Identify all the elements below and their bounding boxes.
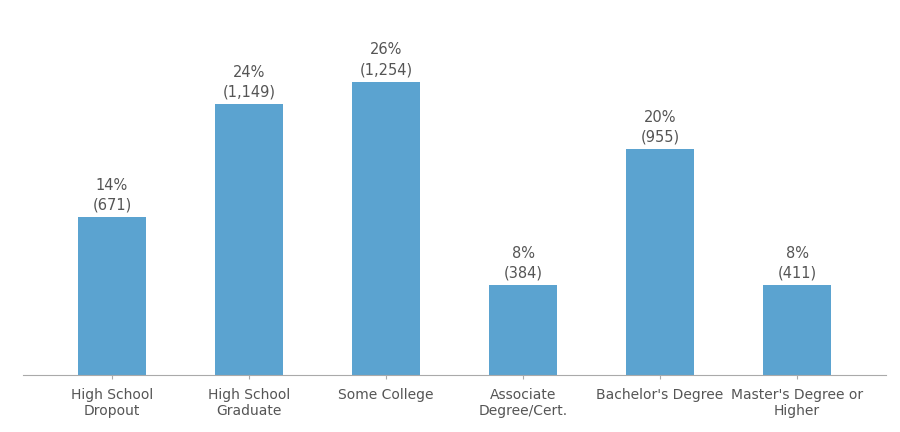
Text: 26%
(1,254): 26% (1,254)	[359, 42, 412, 77]
Bar	[77, 217, 146, 375]
Text: 8%
(411): 8% (411)	[778, 246, 816, 280]
Text: 14%
(671): 14% (671)	[93, 178, 131, 213]
Bar	[489, 285, 557, 375]
Bar	[352, 82, 420, 375]
Bar	[626, 149, 694, 375]
Text: 20%
(955): 20% (955)	[641, 110, 680, 145]
Bar	[215, 104, 284, 375]
Text: 24%
(1,149): 24% (1,149)	[222, 65, 275, 100]
Text: 8%
(384): 8% (384)	[503, 246, 543, 280]
Bar	[763, 285, 832, 375]
